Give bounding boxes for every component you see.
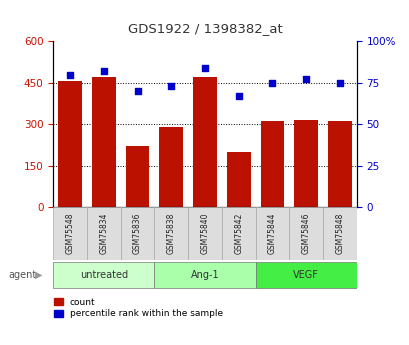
Point <box>235 93 241 99</box>
Text: GSM75834: GSM75834 <box>99 213 108 255</box>
Text: GSM75838: GSM75838 <box>166 213 175 254</box>
Bar <box>154 207 188 260</box>
Bar <box>126 146 149 207</box>
Bar <box>53 262 154 288</box>
Bar <box>322 207 356 260</box>
Text: GSM75836: GSM75836 <box>133 213 142 255</box>
Text: GDS1922 / 1398382_at: GDS1922 / 1398382_at <box>127 22 282 36</box>
Bar <box>120 207 154 260</box>
Point <box>134 88 141 94</box>
Text: GSM75846: GSM75846 <box>301 213 310 255</box>
Text: VEGF: VEGF <box>292 270 318 280</box>
Text: GSM75842: GSM75842 <box>234 213 243 254</box>
Bar <box>260 121 283 207</box>
Point <box>302 77 309 82</box>
Bar <box>294 120 317 207</box>
Bar <box>193 77 216 207</box>
Text: GSM75844: GSM75844 <box>267 213 276 255</box>
Text: agent: agent <box>8 270 36 280</box>
Point <box>67 72 73 77</box>
Bar <box>159 127 183 207</box>
Bar <box>53 207 87 260</box>
Point <box>201 65 208 71</box>
Point <box>100 68 107 74</box>
Text: GSM75840: GSM75840 <box>200 213 209 255</box>
Text: untreated: untreated <box>80 270 128 280</box>
Text: ▶: ▶ <box>35 270 42 280</box>
Bar <box>58 81 82 207</box>
Point <box>336 80 342 86</box>
Point <box>268 80 275 86</box>
Bar <box>289 207 322 260</box>
Point <box>168 83 174 89</box>
Bar <box>92 77 115 207</box>
Legend: count, percentile rank within the sample: count, percentile rank within the sample <box>54 298 222 318</box>
Bar <box>154 262 255 288</box>
Bar <box>226 152 250 207</box>
Text: GSM75848: GSM75848 <box>335 213 344 254</box>
Bar <box>87 207 120 260</box>
Bar <box>327 121 351 207</box>
Bar <box>255 207 289 260</box>
Bar <box>221 207 255 260</box>
Bar <box>255 262 356 288</box>
Text: Ang-1: Ang-1 <box>190 270 219 280</box>
Bar <box>188 207 221 260</box>
Text: GSM75548: GSM75548 <box>65 213 74 255</box>
